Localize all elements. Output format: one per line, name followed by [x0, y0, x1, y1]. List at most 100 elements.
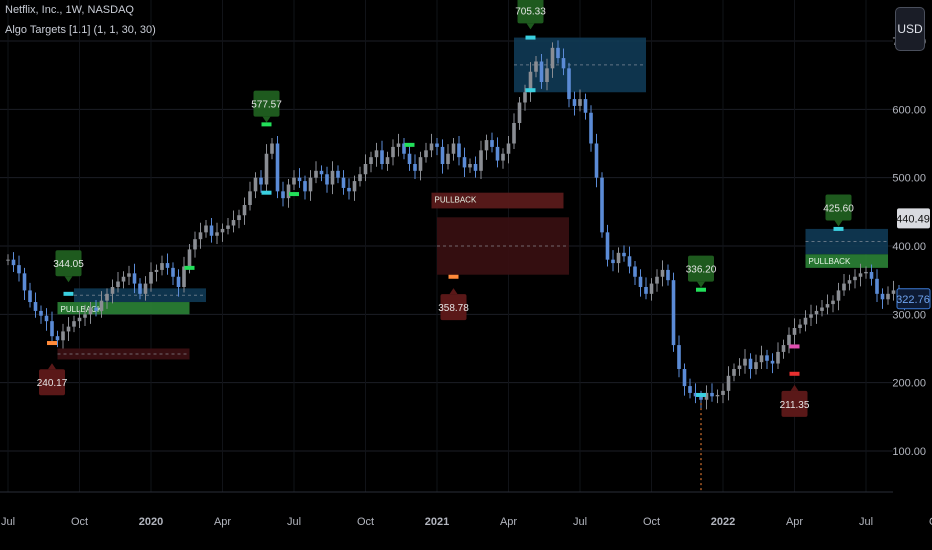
candle-body [55, 336, 60, 341]
candle-body [523, 92, 527, 103]
y-tick-label: 300.00 [892, 309, 926, 321]
x-tick-label: 2020 [139, 516, 163, 528]
candle-body [759, 355, 764, 363]
candle-body [17, 265, 21, 274]
currency-button[interactable]: USD [895, 7, 925, 51]
candle-body [814, 310, 819, 315]
candle-body [187, 249, 192, 267]
target-label-box [825, 194, 852, 221]
candle-body [369, 157, 373, 164]
candle-body [39, 310, 43, 316]
candle-body [550, 47, 555, 69]
candle-body [556, 47, 560, 59]
y-tick-label: 600.00 [892, 104, 926, 116]
candle-body [281, 191, 285, 199]
candle-body [193, 239, 197, 250]
candle-body [792, 328, 797, 335]
candle-body [506, 143, 511, 154]
candle-body [248, 191, 252, 205]
candle-body [781, 345, 786, 352]
pullback-label: PULLBACK [61, 305, 103, 314]
candle-body [875, 278, 879, 294]
candle-body [737, 365, 742, 369]
candle-body [561, 58, 566, 69]
target-label: 336.20 [686, 265, 717, 276]
signal-marker [696, 392, 706, 397]
candle-body [677, 345, 681, 369]
candle-body [325, 174, 329, 185]
candle-body [528, 71, 533, 93]
candle-body [869, 271, 874, 279]
candle-body [341, 177, 346, 188]
candle-body [77, 317, 82, 322]
signal-marker [63, 291, 74, 296]
candle-body [198, 232, 203, 240]
x-tick-label: Jul [287, 516, 301, 528]
x-tick-label: Oct [357, 516, 374, 528]
candle-body [682, 369, 687, 387]
candle-body [627, 256, 632, 267]
signal-marker [789, 371, 800, 376]
candle-body [270, 143, 274, 154]
candle-body [820, 307, 824, 311]
candle-body [286, 184, 291, 199]
candle-body [231, 220, 236, 226]
candle-body [209, 225, 214, 236]
x-tick-label: 2021 [425, 516, 449, 528]
candle-body [253, 177, 258, 192]
x-tick-label: Jul [1, 516, 15, 528]
candle-body [655, 276, 659, 284]
indicator-title[interactable]: Algo Targets [1.1] (1, 1, 30, 30) [5, 24, 156, 36]
candle-body [539, 61, 544, 82]
candle-body [501, 153, 505, 161]
candle-body [545, 68, 549, 82]
signal-marker [448, 274, 459, 279]
candle-body [891, 290, 896, 294]
candle-body [220, 228, 225, 233]
target-label-box [517, 0, 544, 24]
candle-body [83, 314, 87, 318]
candle-body [864, 271, 868, 274]
candle-body [319, 170, 324, 175]
candle-body [649, 283, 654, 294]
target-label-pointer [697, 281, 705, 288]
price-tag-label: 440.49 [896, 213, 930, 225]
candle-body [803, 317, 808, 325]
candle-body [110, 287, 115, 294]
candle-body [468, 164, 472, 168]
candle-body [743, 358, 747, 366]
candle-body [127, 273, 131, 277]
y-tick-label: 400.00 [892, 241, 926, 253]
target-label-pointer [449, 288, 458, 295]
candle-body [308, 177, 313, 192]
candle-body [396, 143, 401, 147]
candle-body [11, 259, 16, 266]
candle-body [50, 321, 54, 337]
candle-body [457, 143, 461, 158]
signal-marker [261, 190, 272, 195]
candle-body [517, 102, 522, 123]
price-tag [896, 288, 931, 310]
target-label-box [253, 90, 280, 117]
candle-body [292, 177, 296, 185]
candle-body [374, 150, 379, 158]
candle-body [154, 269, 159, 272]
symbol-title: Netflix, Inc., 1W, NASDAQ [5, 4, 134, 16]
candle-body [671, 280, 676, 346]
signal-marker [525, 88, 536, 93]
candle-body [143, 283, 148, 294]
candle-body [358, 174, 362, 182]
candle-body [413, 164, 417, 171]
candle-body [825, 304, 830, 308]
candle-body [715, 394, 720, 397]
candle-body [242, 205, 247, 216]
candle-body [688, 386, 692, 393]
signal-marker [289, 192, 299, 197]
candle-body [836, 290, 841, 301]
candle-body [858, 273, 863, 277]
candle-body [215, 232, 219, 236]
candle-body [534, 61, 538, 72]
candle-body [440, 146, 445, 164]
candle-body [693, 392, 698, 397]
